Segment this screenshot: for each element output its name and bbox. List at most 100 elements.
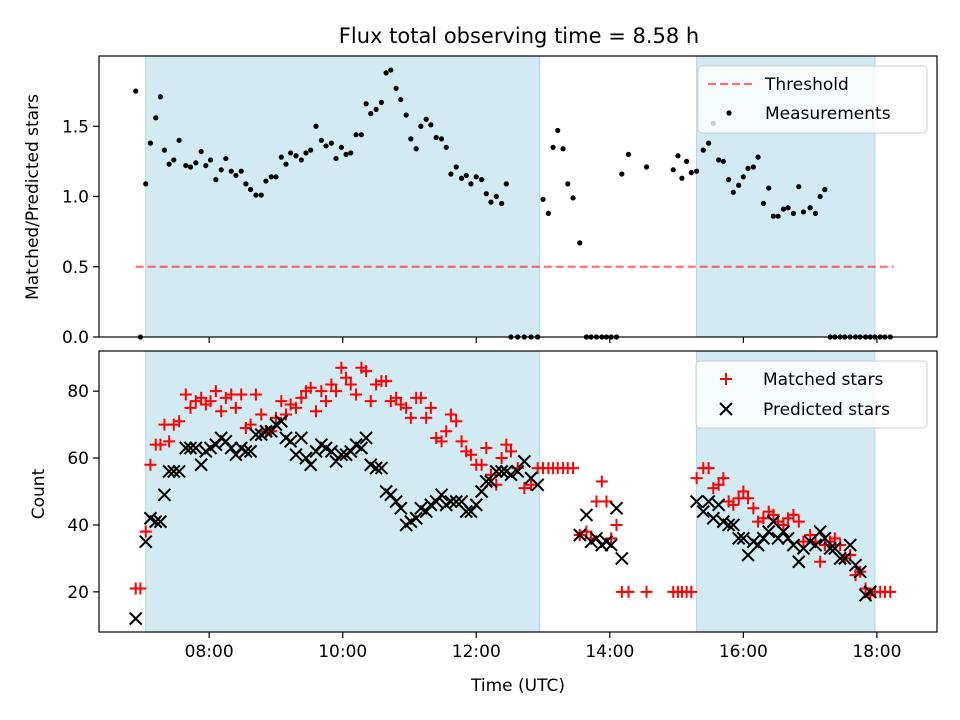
measurement-point: [378, 99, 385, 105]
matched-star-point: [567, 462, 580, 475]
matched-star-point: [173, 415, 186, 428]
matched-star-point: [702, 462, 715, 475]
predicted-star-point: [129, 611, 143, 626]
measurement-point: [785, 205, 791, 211]
predicted-star-point: [157, 488, 172, 502]
measurement-point: [540, 196, 546, 202]
predicted-star-point: [139, 534, 153, 549]
measurement-point: [328, 140, 334, 146]
matched-star-point: [610, 518, 623, 531]
x-tick-label: 18:00: [852, 642, 901, 662]
predicted-star-point: [818, 531, 832, 546]
matched-star-point: [154, 438, 167, 451]
matched-star-point: [420, 411, 433, 424]
measurement-point: [293, 153, 299, 159]
predicted-star-point: [731, 531, 746, 546]
matched-star-point: [269, 411, 282, 424]
measurement-point: [625, 151, 632, 157]
predicted-star-point: [294, 431, 309, 445]
predicted-star-point: [469, 498, 483, 512]
measurement-point: [358, 132, 365, 138]
measurement-point: [243, 181, 249, 187]
matched-star-point: [279, 408, 292, 421]
measurement-point: [363, 101, 369, 107]
measurement-point: [560, 146, 566, 152]
predicted-star-point: [517, 454, 532, 469]
legend-predicted-label: Predicted stars: [763, 400, 890, 420]
measurement-point: [207, 157, 214, 163]
bottom-legend-box: [695, 360, 928, 429]
measurement-point: [263, 178, 269, 184]
matched-star-point: [315, 385, 328, 398]
matched-star-point: [757, 512, 770, 525]
predicted-star-point: [615, 551, 629, 566]
predicted-star-point: [579, 508, 594, 522]
measurement-point: [383, 70, 389, 76]
predicted-star-point: [249, 427, 263, 442]
y-tick-label: 0.0: [62, 328, 89, 348]
matched-star-point: [195, 391, 208, 404]
figure-title: Flux total observing time = 8.58 h: [339, 24, 699, 48]
measurement-point: [393, 85, 399, 91]
measurement-point: [688, 170, 694, 176]
measurement-point: [323, 143, 329, 149]
matched-star-point: [640, 585, 653, 598]
y-tick-label: 80: [67, 382, 89, 402]
measurement-point: [278, 154, 284, 160]
measurement-point: [268, 174, 274, 180]
predicted-star-point: [828, 541, 842, 556]
y-tick-label: 1.5: [62, 117, 89, 137]
measurement-point: [619, 171, 625, 177]
measurement-point: [193, 160, 199, 166]
measurement-point: [730, 189, 736, 195]
matched-star-point: [255, 408, 268, 421]
measurement-point: [423, 116, 429, 122]
legend-matched-swatch: [720, 373, 732, 385]
measurement-point: [233, 172, 239, 179]
measurement-point: [438, 136, 445, 142]
measurement-point: [368, 111, 374, 117]
predicted-star-point: [813, 524, 827, 539]
predicted-star-point: [573, 528, 587, 542]
measurement-point: [577, 240, 583, 246]
matched-star-point: [225, 388, 238, 401]
predicted-star-point: [741, 548, 755, 562]
matched-star-point: [424, 401, 437, 414]
measurement-point: [479, 177, 485, 183]
matched-star-point: [325, 378, 338, 391]
matched-star-point: [335, 361, 348, 374]
measurement-point: [775, 213, 781, 219]
predicted-star-point: [162, 464, 176, 479]
measurement-point: [679, 175, 685, 181]
measurement-point: [198, 148, 204, 155]
measurement-point: [750, 164, 756, 170]
matched-star-point: [475, 458, 488, 471]
predicted-star-point: [484, 474, 498, 489]
matched-star-point: [690, 472, 703, 485]
predicted-star-point: [833, 551, 847, 566]
y-tick-label: 1.0: [62, 188, 89, 208]
matched-star-point: [344, 378, 357, 391]
legend-measurements-swatch: [726, 110, 732, 116]
matched-star-point: [400, 401, 413, 414]
matched-star-point: [163, 435, 176, 448]
predicted-star-point: [609, 501, 624, 515]
top-y-ticks: 0.0 0.5 1.0 1.5: [62, 117, 99, 348]
x-axis-label: Time (UTC): [470, 676, 565, 696]
measurement-point: [338, 144, 344, 150]
bottom-y-axis-label: Count: [29, 468, 49, 519]
measurement-point: [353, 132, 359, 138]
predicted-star-point: [489, 464, 504, 479]
matched-star-point: [767, 508, 780, 521]
measurement-point: [333, 155, 339, 162]
measurement-point: [313, 123, 319, 129]
matched-star-point: [360, 365, 373, 378]
top-axes-frame: [98, 55, 938, 338]
matched-star-point: [590, 495, 603, 508]
measurement-point: [398, 96, 404, 103]
predicted-star-point: [283, 434, 298, 449]
measurement-point: [166, 161, 172, 167]
measurement-point: [157, 94, 164, 100]
predicted-star-point: [419, 504, 433, 519]
matched-star-point: [495, 452, 508, 465]
